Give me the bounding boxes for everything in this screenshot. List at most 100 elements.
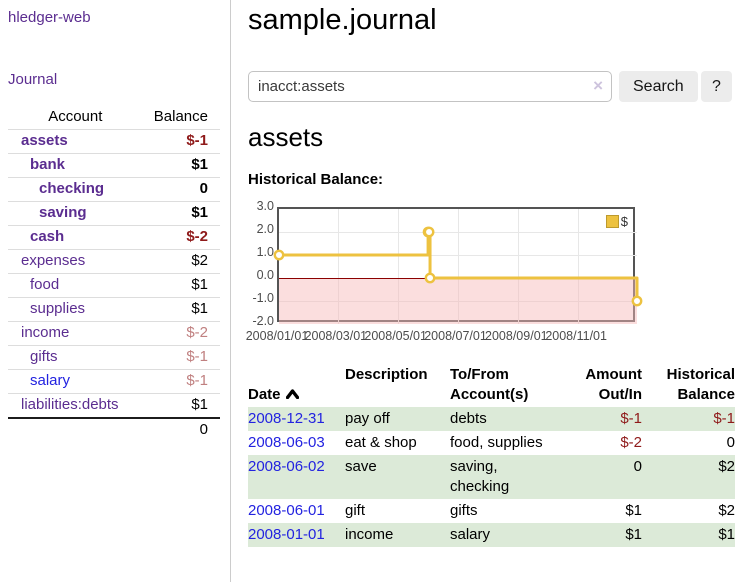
date-header-label: Date (248, 386, 281, 403)
sort-ascending-icon (285, 385, 299, 405)
account-balance: $1 (140, 201, 220, 226)
transaction-date-link[interactable]: 2008-06-01 (248, 502, 325, 519)
account-balance: $1 (140, 297, 220, 322)
account-link-bank[interactable]: bank (30, 156, 66, 173)
negative-region (279, 278, 637, 324)
balance-column-header: Historical Balance (666, 366, 735, 403)
transaction-balance: $-1 (713, 410, 735, 427)
account-row-assets: assets $-1 (8, 129, 220, 154)
x-axis-tick-label: 2008/05/01 (364, 329, 427, 343)
account-link-saving[interactable]: saving (39, 204, 87, 221)
transaction-date-link[interactable]: 2008-01-01 (248, 526, 325, 543)
legend-label: $ (620, 214, 628, 229)
x-axis-tick-label: 2008/01/01 (245, 329, 309, 343)
y-axis-tick-label: 2.0 (256, 222, 274, 236)
transaction-description: save (345, 458, 377, 475)
transaction-description: eat & shop (345, 434, 417, 451)
account-link-income[interactable]: income (21, 324, 70, 341)
account-balance: 0 (140, 177, 220, 202)
legend-swatch (605, 215, 619, 228)
register-table: Date Description To/From Account(s) Amou… (248, 362, 735, 547)
register-header-row: Date Description To/From Account(s) Amou… (248, 362, 735, 407)
transaction-amount: $1 (625, 502, 642, 519)
account-row-expenses: expenses $2 (8, 249, 220, 274)
account-balance: $-1 (140, 129, 220, 154)
transaction-row[interactable]: 2008-06-02 save saving, checking 0 $2 (248, 455, 735, 499)
transaction-amount: $1 (625, 526, 642, 543)
chart-plot: $ (273, 207, 643, 324)
account-link-salary[interactable]: salary (30, 372, 71, 389)
account-row-supplies: supplies $1 (8, 297, 220, 322)
chart-gridline (518, 209, 520, 324)
transaction-balance: $1 (718, 526, 735, 543)
transaction-row[interactable]: 2008-12-31 pay off debts $-1 $-1 (248, 407, 735, 431)
transaction-accounts: salary (450, 526, 491, 543)
account-row-income: income $-2 (8, 321, 220, 346)
brand-link[interactable]: hledger-web (8, 9, 91, 26)
account-row-gifts: gifts $-1 (8, 345, 220, 370)
account-balance: $1 (140, 393, 220, 419)
transaction-row[interactable]: 2008-06-01 gift gifts $1 $2 (248, 499, 735, 523)
search-bar: × Search ? (248, 71, 735, 102)
account-row-food: food $1 (8, 273, 220, 298)
transaction-accounts: gifts (450, 502, 478, 519)
account-row-checking: checking 0 (8, 177, 220, 202)
account-link-liabilities-debts[interactable]: liabilities:debts (21, 396, 119, 413)
account-balance: $-1 (140, 345, 220, 370)
chart-gridline (279, 301, 637, 302)
transaction-amount: $-1 (620, 410, 642, 427)
accounts-total-row: 0 (8, 417, 220, 442)
transaction-amount: 0 (633, 458, 642, 475)
balance-column-header: Balance (140, 106, 220, 130)
x-axis-tick-label: 2008/09/01 (485, 329, 548, 343)
transaction-description: gift (345, 502, 366, 519)
search-input[interactable] (248, 71, 612, 102)
y-axis-tick-label: 3.0 (256, 199, 274, 213)
sidebar-item-journal[interactable]: Journal (8, 71, 58, 88)
amount-column-header: Amount Out/In (585, 366, 642, 403)
transaction-date-link[interactable]: 2008-06-02 (248, 458, 325, 475)
clear-search-icon[interactable]: × (593, 76, 603, 95)
date-column-header[interactable]: Date (248, 362, 345, 407)
main-content: sample.journal × Search ? assets Histori… (246, 0, 735, 582)
chart-gridline (397, 209, 399, 324)
sidebar: hledger-web Journal Account Balance asse… (0, 0, 231, 582)
account-balance: $-1 (140, 369, 220, 394)
transaction-row[interactable]: 2008-06-03 eat & shop food, supplies $-2… (248, 431, 735, 455)
y-axis-tick-label: -1.0 (252, 291, 274, 305)
account-row-saving: saving $1 (8, 201, 220, 226)
account-link-food[interactable]: food (30, 276, 60, 293)
account-link-assets[interactable]: assets (21, 132, 68, 149)
account-heading: assets (248, 122, 324, 152)
account-link-gifts[interactable]: gifts (30, 348, 58, 365)
account-balance: $1 (140, 153, 220, 178)
accounts-table-header: Account Balance (8, 106, 220, 130)
x-axis-tick-label: 2008/11/01 (545, 329, 607, 343)
account-balance: $-2 (140, 225, 220, 250)
account-link-checking[interactable]: checking (39, 180, 105, 197)
y-axis-tick-label: 1.0 (256, 245, 274, 259)
transaction-date-link[interactable]: 2008-06-03 (248, 434, 325, 451)
x-axis-tick-label: 2008/03/01 (304, 329, 368, 343)
page-title: sample.journal (248, 4, 437, 36)
accounts-total-value: 0 (140, 417, 220, 442)
account-link-supplies[interactable]: supplies (30, 300, 86, 317)
account-link-cash[interactable]: cash (30, 228, 65, 245)
transaction-row[interactable]: 2008-01-01 income salary $1 $1 (248, 523, 735, 547)
search-button[interactable]: Search (619, 71, 698, 102)
account-link-expenses[interactable]: expenses (21, 252, 86, 269)
y-axis-tick-label: -2.0 (252, 314, 274, 328)
accounts-table: Account Balance assets $-1 bank $1 check… (8, 106, 220, 442)
data-point-marker (273, 249, 285, 261)
y-axis-tick-label: 0.0 (256, 268, 274, 282)
transaction-balance: 0 (726, 434, 735, 451)
chart-gridline (457, 209, 459, 324)
help-button[interactable]: ? (701, 71, 732, 102)
account-balance: $2 (140, 249, 220, 274)
transaction-date-link[interactable]: 2008-12-31 (248, 410, 325, 427)
account-row-liabilities-debts: liabilities:debts $1 (8, 393, 220, 419)
chart-gridline (578, 209, 580, 324)
transaction-balance: $2 (718, 502, 735, 519)
accounts-column-header: To/From Account(s) (450, 366, 529, 403)
transaction-accounts: food, supplies (450, 434, 543, 451)
